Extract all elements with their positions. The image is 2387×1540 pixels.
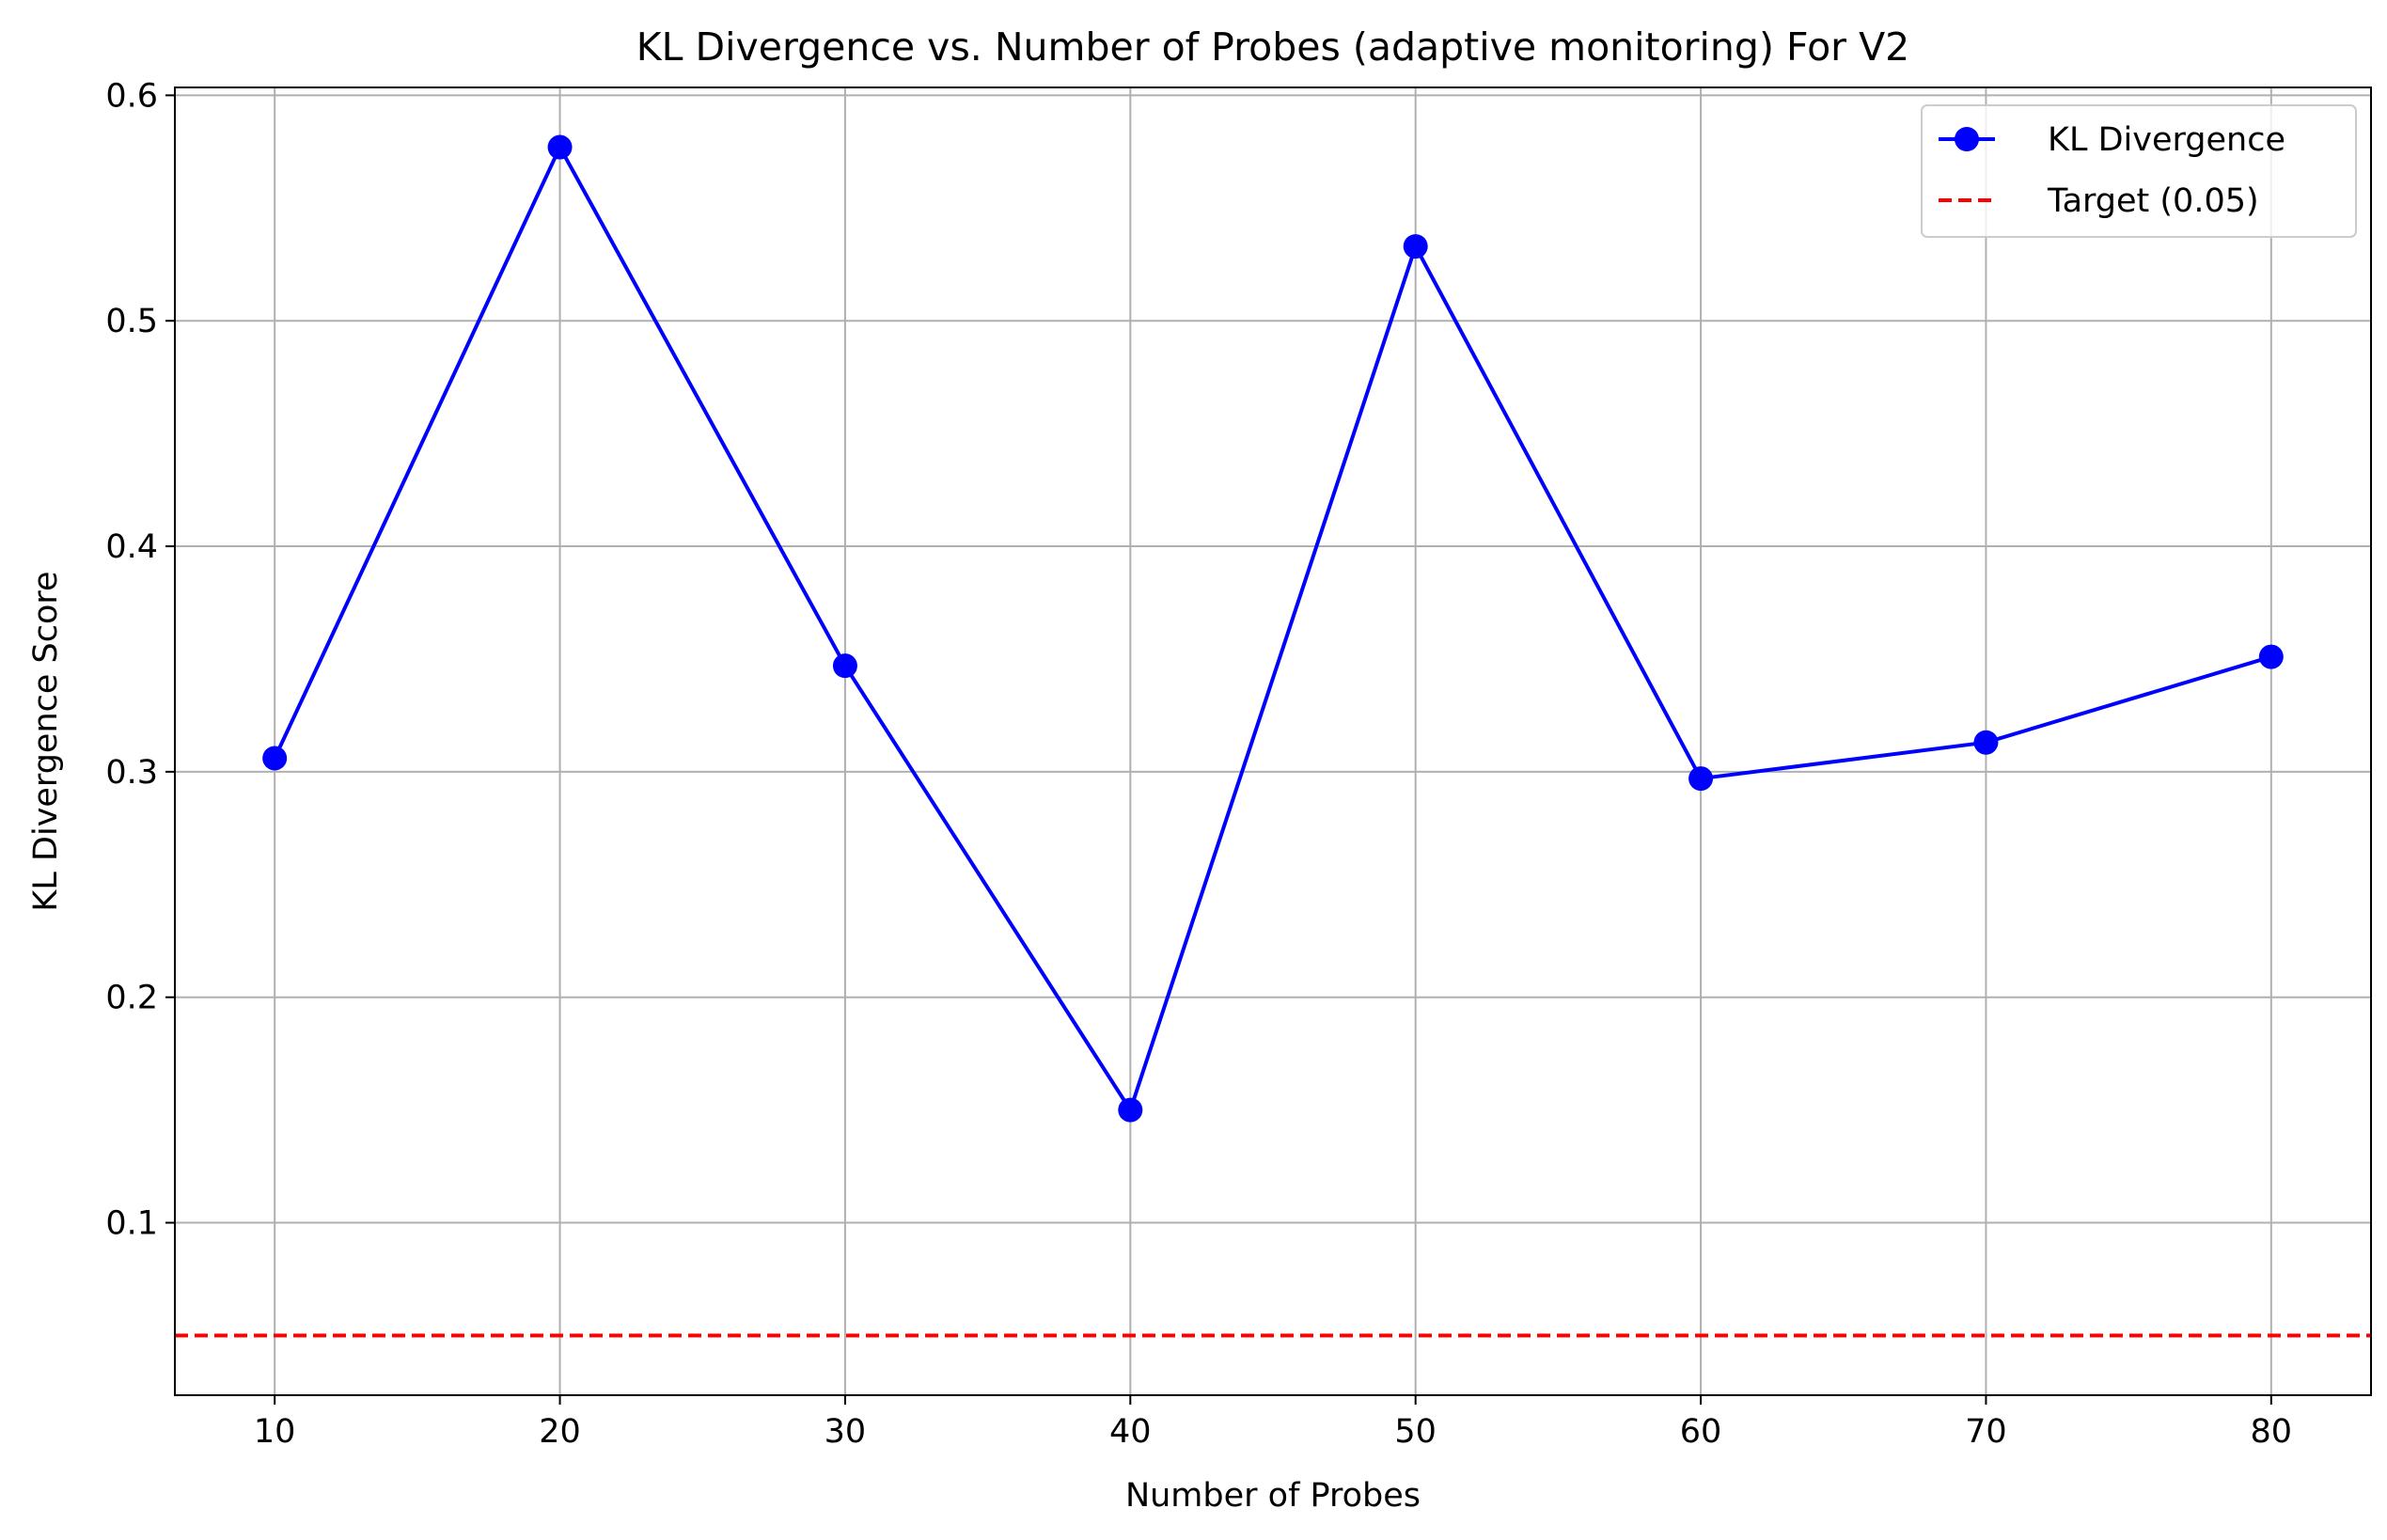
y-tick-label: 0.3 [105,754,158,792]
data-point [1688,766,1714,792]
legend-label-kl-divergence: KL Divergence [2048,121,2285,159]
y-tick-label: 0.5 [105,303,158,340]
legend: KL Divergence Target (0.05) [1921,104,2357,238]
plot-area-frame [174,86,2372,1396]
y-axis-label: KL Divergence Score [27,571,65,911]
x-tick-label: 70 [1965,1413,2007,1451]
y-tick-label: 0.6 [105,77,158,115]
x-tick-label: 10 [254,1413,296,1451]
x-axis-ticks: 10 20 30 40 50 60 70 80 [254,1395,2292,1451]
data-point [1973,730,1999,755]
grid [175,87,2371,1395]
x-tick-label: 30 [824,1413,867,1451]
chart-title: KL Divergence vs. Number of Probes (adap… [636,24,1909,70]
series-layer [262,134,2284,1123]
data-point [262,746,288,771]
legend-marker-kl-divergence [1955,127,1979,151]
data-point [832,653,857,679]
y-tick-label: 0.4 [105,528,158,566]
y-tick-label: 0.1 [105,1205,158,1243]
series-line-kl-divergence [273,145,2272,1112]
y-axis-ticks: 0.1 0.2 0.3 0.4 0.5 0.6 [105,77,175,1243]
legend-box [1921,104,2357,238]
data-point [1118,1097,1143,1123]
x-tick-label: 80 [2251,1413,2293,1451]
data-point [1403,234,1428,259]
x-tick-label: 50 [1394,1413,1437,1451]
legend-label-target: Target (0.05) [2047,182,2259,220]
x-tick-label: 20 [539,1413,581,1451]
data-point [2258,644,2284,669]
y-tick-label: 0.2 [105,980,158,1017]
x-tick-label: 40 [1109,1413,1152,1451]
x-axis-label: Number of Probes [1125,1477,1421,1515]
x-tick-label: 60 [1680,1413,1722,1451]
data-point [547,134,573,160]
